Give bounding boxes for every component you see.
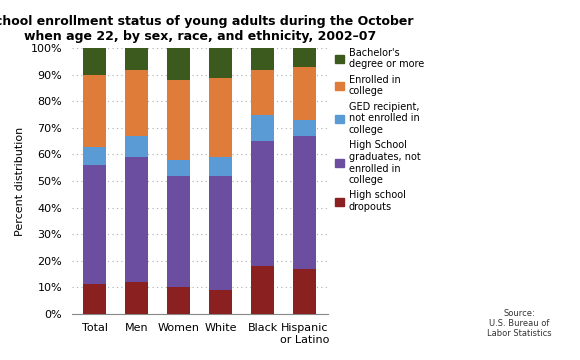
Bar — [167, 176, 190, 287]
Bar — [209, 176, 232, 290]
Bar — [209, 157, 232, 176]
Bar — [167, 48, 190, 80]
Bar — [84, 75, 107, 147]
Bar — [293, 48, 316, 67]
Bar — [251, 69, 274, 115]
Bar — [84, 147, 107, 165]
Bar — [167, 287, 190, 314]
Bar — [167, 80, 190, 160]
Bar — [251, 141, 274, 266]
Bar — [125, 69, 148, 136]
Legend: Bachelor's
degree or more, Enrolled in
college, GED recipient,
not enrolled in
c: Bachelor's degree or more, Enrolled in c… — [335, 48, 424, 212]
Bar — [125, 48, 148, 69]
Bar — [84, 284, 107, 314]
Bar — [293, 67, 316, 120]
Bar — [293, 136, 316, 269]
Bar — [293, 269, 316, 314]
Title: School enrollment status of young adults during the October
when age 22, by sex,: School enrollment status of young adults… — [0, 15, 414, 43]
Bar — [167, 160, 190, 176]
Bar — [209, 77, 232, 157]
Bar — [84, 48, 107, 75]
Bar — [209, 290, 232, 314]
Bar — [209, 48, 232, 77]
Bar — [251, 48, 274, 69]
Bar — [251, 266, 274, 314]
Bar — [84, 165, 107, 284]
Bar — [125, 157, 148, 282]
Bar — [293, 120, 316, 136]
Text: Source:
U.S. Bureau of
Labor Statistics: Source: U.S. Bureau of Labor Statistics — [487, 309, 552, 338]
Bar — [251, 115, 274, 141]
Bar — [125, 136, 148, 157]
Y-axis label: Percent distribution: Percent distribution — [15, 126, 25, 236]
Bar — [125, 282, 148, 314]
